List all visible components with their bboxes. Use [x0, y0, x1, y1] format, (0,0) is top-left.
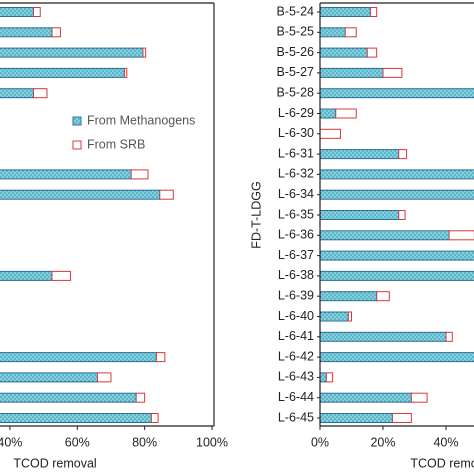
y-tick-label: L-6-44: [278, 390, 314, 404]
bar-segment: [32, 7, 41, 17]
bar-segment: [320, 331, 447, 342]
x-tick-label: 60%: [65, 435, 90, 449]
y-tick-label: L-6-35: [278, 207, 314, 221]
bar-segment: [320, 27, 346, 38]
bar-segment: [320, 128, 341, 139]
bar-segment: [0, 67, 125, 78]
x-tick-label: 0%: [311, 435, 329, 449]
bar-segment: [0, 372, 98, 383]
legend-swatch: [72, 140, 82, 150]
legend-swatch: [72, 116, 82, 126]
y-axis-label: FD-T-LDGG: [249, 181, 263, 248]
y-tick-label: B-5-26: [276, 45, 314, 59]
bar-segment: [398, 210, 406, 220]
bar-segment: [325, 372, 334, 383]
y-tick-label: B-5-28: [276, 85, 314, 99]
plot-area: [0, 7, 174, 423]
bar-segment: [96, 372, 112, 383]
y-tick-label: L-6-40: [278, 309, 314, 323]
y-tick-label: B-5-25: [276, 25, 314, 39]
bar-segment: [130, 169, 149, 180]
bar-segment: [0, 392, 137, 403]
y-tick-label: L-6-42: [278, 349, 314, 363]
bar-segment: [0, 352, 157, 363]
bar-segment: [123, 67, 128, 78]
bar-segment: [445, 331, 453, 342]
y-tick-label: L-6-41: [278, 329, 314, 343]
y-tick-label: L-6-39: [278, 288, 314, 302]
x-tick-label: 100%: [196, 435, 228, 449]
bar-segment: [391, 413, 412, 423]
y-tick-label: L-6-36: [278, 228, 314, 242]
bar-segment: [159, 189, 174, 200]
legend-label: From Methanogens: [87, 113, 195, 127]
y-tick-label: L-6-43: [278, 370, 314, 384]
bar-segment: [320, 413, 393, 423]
bar-segment: [410, 392, 428, 403]
bar-segment: [347, 311, 353, 322]
bar-segment: [344, 27, 357, 38]
bar-segment: [0, 88, 34, 99]
bar-segment: [51, 270, 72, 281]
bar-segment: [155, 352, 166, 363]
bar-segment: [320, 270, 474, 281]
bar-segment: [142, 47, 147, 58]
y-tick-label: L-6-38: [278, 268, 314, 282]
bar-segment: [320, 7, 371, 17]
y-tick-label: B-5-27: [276, 65, 314, 79]
bar-segment: [382, 67, 403, 78]
bar-segment: [320, 108, 337, 119]
x-tick-label: 40%: [0, 435, 22, 449]
bar-segment: [0, 413, 152, 423]
x-tick-label: 40%: [433, 435, 458, 449]
bar-segment: [135, 392, 146, 403]
y-tick-label: L-6-34: [278, 187, 314, 201]
x-axis-label: TCOD removal: [13, 456, 96, 470]
bar-segment: [320, 372, 327, 383]
bar-segment: [320, 352, 474, 363]
y-tick-label: L-6-29: [278, 106, 314, 120]
bar-segment: [376, 291, 390, 302]
bar-segment: [448, 230, 474, 241]
y-tick-label: B-5-24: [276, 4, 314, 18]
bar-segment: [320, 47, 368, 58]
bar-segment: [0, 270, 53, 281]
y-tick-label: L-6-37: [278, 248, 314, 262]
bar-segment: [0, 169, 132, 180]
bar-segment: [335, 108, 357, 119]
bar-segment: [320, 392, 412, 403]
bar-segment: [320, 230, 450, 241]
y-tick-label: L-6-45: [278, 410, 314, 424]
bar-segment: [320, 169, 474, 180]
bar-segment: [320, 189, 474, 200]
x-tick-label: 80%: [132, 435, 157, 449]
y-tick-label: L-6-32: [278, 167, 314, 181]
y-tick-label: L-6-30: [278, 126, 314, 140]
bar-segment: [320, 88, 474, 99]
bar-segment: [0, 47, 144, 58]
bar-segment: [320, 311, 349, 322]
bar-segment: [320, 210, 400, 220]
bar-segment: [369, 7, 378, 17]
plot-area: [320, 7, 474, 423]
bar-segment: [320, 291, 378, 302]
bar-segment: [150, 413, 159, 423]
bar-segment: [0, 7, 34, 17]
x-axis-label: TCOD removal: [410, 456, 474, 470]
legend-label: From SRB: [87, 137, 145, 151]
bar-segment: [51, 27, 61, 38]
bar-segment: [0, 189, 161, 200]
y-tick-label: L-6-31: [278, 146, 314, 160]
x-tick-label: 20%: [370, 435, 395, 449]
bar-segment: [32, 88, 48, 99]
bar-segment: [366, 47, 378, 58]
bar-segment: [0, 27, 53, 38]
bar-segment: [320, 149, 400, 160]
bar-segment: [320, 250, 474, 261]
bar-segment: [398, 149, 408, 160]
bar-segment: [320, 67, 384, 78]
